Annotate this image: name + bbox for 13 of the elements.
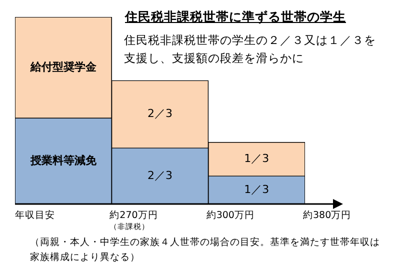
x-axis-title: 年収目安: [15, 209, 55, 222]
text: 約300万円: [206, 209, 254, 222]
annotation: 1／3: [244, 182, 270, 196]
text: 約270万円: [110, 209, 158, 222]
text: （両親・本人・中学生の家族４人世帯の場合の目安。基準を満たす世帯年収は家族構成により異なる）: [30, 236, 381, 265]
chart-title: 住民税非課税世帯に準ずる世帯の学生: [125, 9, 346, 26]
annotation: 授業料等減免: [29, 154, 98, 167]
annotation: 給付型奨学金: [29, 60, 98, 74]
text: 住民税非課税世帯の学生の２／３又は１／３を支援し、支援額の段差を滑らかに: [124, 32, 377, 67]
annotation: 2／3: [148, 107, 172, 120]
annotation: 1／3: [244, 152, 270, 165]
text: 約380万円: [303, 209, 352, 222]
annotation: 2／3: [148, 168, 172, 182]
